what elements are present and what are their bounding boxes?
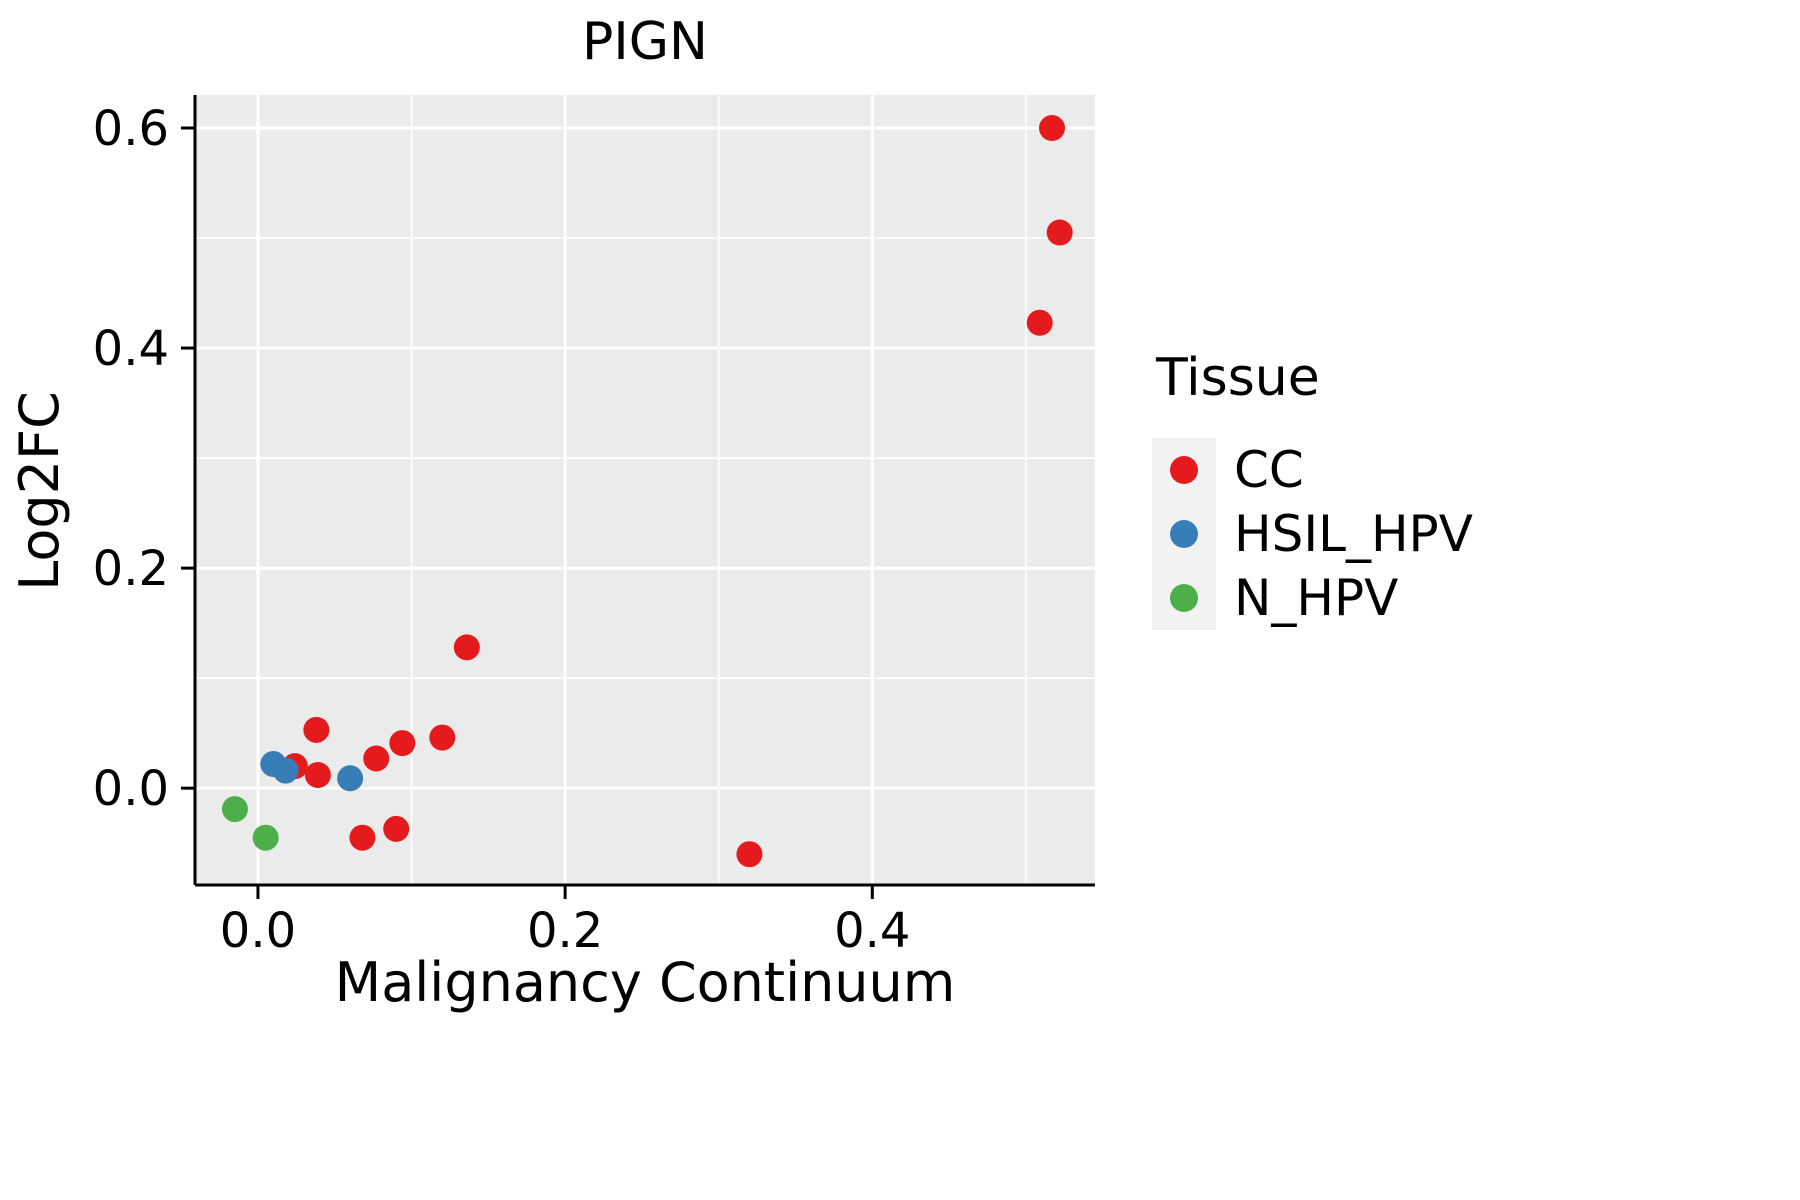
n-hpv-point-icon — [1170, 584, 1198, 612]
svg-text:0.4: 0.4 — [93, 321, 169, 377]
legend-item-n-hpv: N_HPV — [1152, 566, 1473, 630]
svg-text:0.6: 0.6 — [93, 101, 169, 157]
x-axis-title: Malignancy Continuum — [334, 951, 956, 1014]
legend-label-hsil-hpv: HSIL_HPV — [1234, 505, 1473, 563]
legend-item-hsil-hpv: HSIL_HPV — [1152, 502, 1473, 566]
svg-text:0.0: 0.0 — [220, 903, 296, 959]
legend-key — [1152, 566, 1216, 630]
svg-text:0.0: 0.0 — [93, 761, 169, 817]
legend-label-cc: CC — [1234, 441, 1304, 499]
legend-label-n-hpv: N_HPV — [1234, 569, 1399, 627]
hsil-hpv-point-icon — [1170, 520, 1198, 548]
cc-point-icon — [1170, 456, 1198, 484]
plot-title: PIGN — [582, 12, 708, 72]
svg-text:0.4: 0.4 — [834, 903, 910, 959]
legend-item-cc: CC — [1152, 438, 1473, 502]
y-axis-title: Log2FC — [8, 391, 71, 591]
svg-text:0.2: 0.2 — [93, 541, 169, 597]
svg-text:0.2: 0.2 — [527, 903, 603, 959]
legend: Tissue CC HSIL_HPV N_HPV — [1152, 348, 1473, 630]
legend-key — [1152, 438, 1216, 502]
legend-key — [1152, 502, 1216, 566]
legend-title: Tissue — [1156, 348, 1320, 408]
